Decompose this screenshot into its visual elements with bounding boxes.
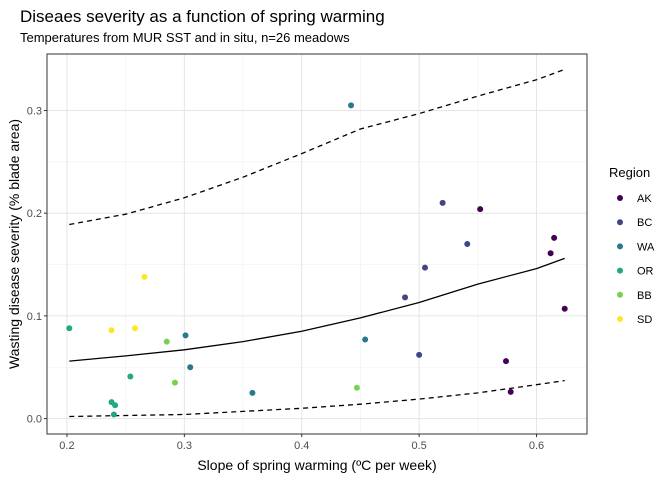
data-point-wa bbox=[348, 102, 355, 109]
legend: Region AK BC WA OR BB SD bbox=[609, 165, 655, 326]
data-point-or bbox=[66, 325, 73, 332]
lower-fit-line bbox=[69, 379, 565, 418]
legend-label-bb: BB bbox=[637, 290, 652, 302]
legend-label-wa: WA bbox=[637, 241, 655, 253]
y-tick-label: 0.2 bbox=[27, 208, 42, 220]
data-point-ak bbox=[547, 250, 554, 257]
legend-title: Region bbox=[609, 165, 650, 180]
data-point-or bbox=[110, 411, 117, 418]
legend-key-sd bbox=[617, 316, 623, 322]
plot-border bbox=[46, 53, 588, 435]
legend-key-bc bbox=[617, 219, 623, 226]
data-point-ak bbox=[507, 388, 514, 395]
data-point-wa bbox=[249, 389, 256, 396]
x-axis-ticks: 0.2 0.3 0.4 0.5 0.6 bbox=[59, 434, 544, 452]
data-point-sd bbox=[132, 325, 139, 332]
y-tick-label: 0.3 bbox=[27, 105, 42, 117]
upper-fit-line bbox=[69, 68, 565, 226]
x-tick-label: 0.4 bbox=[294, 440, 309, 452]
points-layer bbox=[66, 102, 568, 418]
data-point-ak bbox=[561, 305, 568, 312]
data-point-sd bbox=[108, 327, 115, 334]
grid-layer bbox=[47, 54, 587, 434]
data-point-ak bbox=[477, 206, 484, 213]
data-point-sd bbox=[141, 273, 148, 280]
plot-panel bbox=[47, 54, 587, 434]
legend-label-bc: BC bbox=[637, 217, 652, 229]
y-axis-title: Wasting disease severity (% blade area) bbox=[6, 119, 22, 369]
legend-items: AK BC WA OR BB SD bbox=[617, 193, 655, 326]
data-point-bb bbox=[163, 338, 170, 345]
data-point-or bbox=[127, 373, 134, 380]
fit-fit-line bbox=[69, 257, 565, 362]
x-tick-label: 0.3 bbox=[177, 440, 192, 452]
data-point-bb bbox=[353, 384, 360, 391]
data-point-wa bbox=[182, 332, 189, 339]
y-tick-label: 0.1 bbox=[27, 311, 42, 323]
x-axis-title: Slope of spring warming (ºC per week) bbox=[197, 457, 436, 473]
legend-label-ak: AK bbox=[637, 193, 652, 205]
data-point-bc bbox=[402, 294, 409, 301]
y-axis-ticks: 0.0 0.1 0.2 0.3 bbox=[27, 105, 47, 426]
chart-title: Diseaes severity as a function of spring… bbox=[20, 7, 385, 26]
legend-key-or bbox=[617, 267, 623, 274]
legend-key-bb bbox=[617, 291, 623, 298]
data-point-or bbox=[112, 402, 119, 409]
legend-key-ak bbox=[617, 195, 623, 201]
data-point-bc bbox=[439, 199, 446, 206]
fit-lines-layer bbox=[69, 68, 565, 418]
data-point-ak bbox=[551, 234, 558, 241]
x-tick-label: 0.6 bbox=[529, 440, 544, 452]
data-point-wa bbox=[362, 336, 369, 343]
x-tick-label: 0.5 bbox=[411, 440, 426, 452]
data-point-wa bbox=[187, 364, 194, 371]
data-point-bc bbox=[464, 241, 471, 247]
chart-subtitle: Temperatures from MUR SST and in situ, n… bbox=[20, 30, 350, 45]
legend-label-or: OR bbox=[637, 266, 654, 278]
y-tick-label: 0.0 bbox=[27, 414, 42, 426]
data-point-bc bbox=[422, 264, 428, 271]
data-point-bc bbox=[416, 351, 423, 358]
data-point-bb bbox=[171, 379, 178, 386]
legend-key-wa bbox=[617, 243, 623, 250]
data-point-ak bbox=[503, 358, 509, 365]
x-tick-label: 0.2 bbox=[59, 440, 74, 452]
legend-label-sd: SD bbox=[637, 314, 652, 326]
